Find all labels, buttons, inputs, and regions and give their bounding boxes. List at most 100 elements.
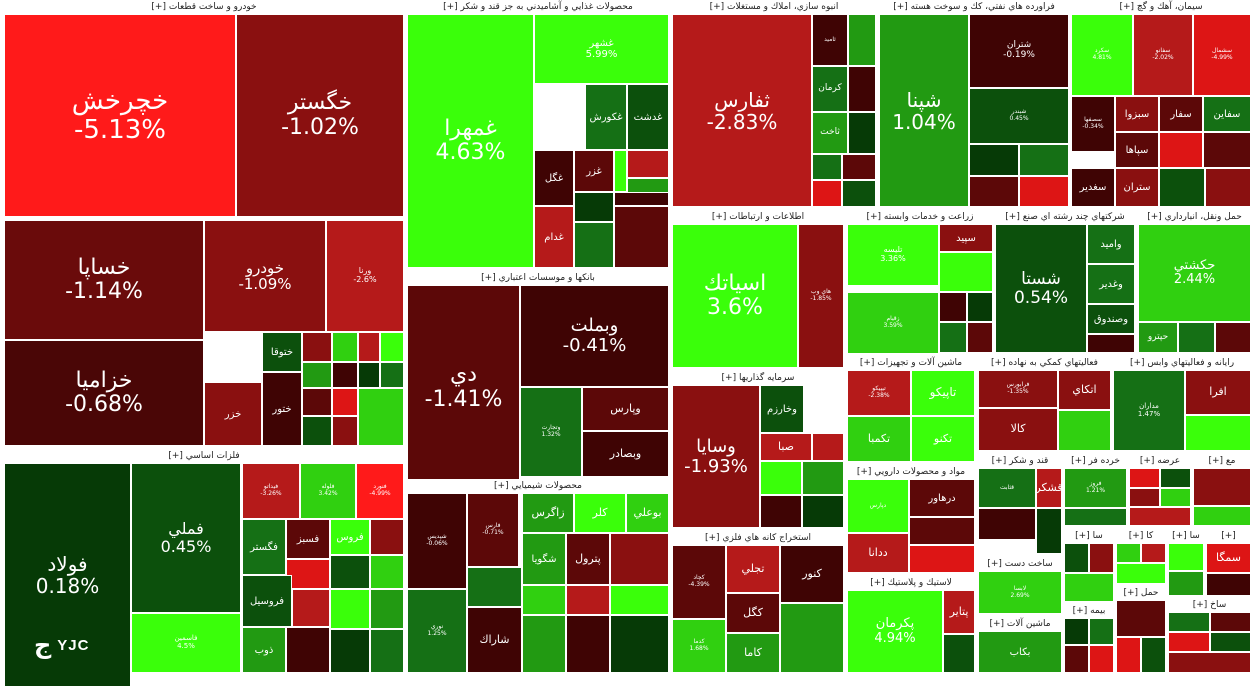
stock-tile[interactable] bbox=[1064, 645, 1089, 673]
stock-tile-food-0[interactable]: غمهرا 4.63% bbox=[407, 14, 534, 268]
stock-tile-multi-1[interactable]: واميد bbox=[1087, 224, 1135, 264]
sector-header-support[interactable]: فعاليتهاي كمكي به نهاده [+] bbox=[978, 356, 1111, 370]
stock-tile-chem-3[interactable]: كلر bbox=[574, 493, 626, 533]
stock-tile-chem-7[interactable]: نوري 1.25% bbox=[407, 589, 467, 673]
stock-tile-metals-0[interactable]: فولاد 0.18% bbox=[4, 463, 131, 687]
stock-tile-machinery-3[interactable]: تكمبا bbox=[847, 416, 911, 462]
stock-tile[interactable] bbox=[1036, 508, 1062, 554]
stock-tile[interactable] bbox=[1210, 632, 1251, 652]
stock-tile-bank-1[interactable]: وبملت -0.41% bbox=[520, 285, 669, 387]
stock-tile[interactable] bbox=[614, 206, 669, 268]
stock-tile[interactable] bbox=[1058, 410, 1111, 451]
stock-tile-agri-1[interactable]: سپيد bbox=[939, 224, 993, 252]
sector-header-mining[interactable]: استخراج كانه هاي فلزي [+] bbox=[672, 531, 844, 545]
stock-tile[interactable] bbox=[358, 362, 380, 388]
stock-tile-auto-3[interactable]: خودرو -1.09% bbox=[204, 220, 326, 332]
stock-tile[interactable] bbox=[522, 615, 566, 673]
stock-tile[interactable] bbox=[967, 292, 993, 322]
stock-tile-mining-4[interactable]: كاما bbox=[726, 633, 780, 673]
stock-tile[interactable] bbox=[1116, 600, 1166, 637]
sector-header-misc3[interactable]: ساخت دست [+] bbox=[978, 557, 1062, 571]
stock-tile[interactable] bbox=[370, 519, 404, 555]
stock-tile[interactable] bbox=[812, 433, 844, 461]
stock-tile[interactable] bbox=[1116, 543, 1141, 563]
sector-header-misc5[interactable]: سا [+] bbox=[1064, 529, 1114, 543]
stock-tile-auto-7[interactable]: ختور bbox=[262, 372, 302, 446]
stock-tile-metals-10[interactable]: ذوب bbox=[242, 627, 286, 673]
stock-tile-sugar-1[interactable]: قشكر bbox=[1036, 468, 1062, 508]
stock-tile[interactable] bbox=[1089, 645, 1114, 673]
sector-header-other[interactable]: ساخ [+] bbox=[1168, 598, 1251, 612]
stock-tile[interactable] bbox=[566, 615, 610, 673]
stock-tile-plastic-1[interactable]: پتاير bbox=[943, 590, 975, 634]
stock-tile[interactable] bbox=[1064, 618, 1089, 645]
stock-tile[interactable] bbox=[627, 150, 669, 178]
sector-header-agri[interactable]: زراعت و خدمات وابسته [+] bbox=[847, 210, 993, 224]
stock-tile[interactable] bbox=[302, 362, 332, 388]
stock-tile-mining-1[interactable]: تجلي bbox=[726, 545, 780, 593]
stock-tile-multi-2[interactable]: وغدير bbox=[1087, 264, 1135, 304]
stock-tile[interactable] bbox=[802, 495, 844, 528]
stock-tile[interactable] bbox=[760, 461, 802, 495]
sector-header-insurance[interactable]: بيمه [+] bbox=[1064, 604, 1114, 618]
stock-tile[interactable] bbox=[1185, 415, 1251, 451]
stock-tile[interactable] bbox=[302, 388, 332, 416]
stock-tile[interactable] bbox=[610, 585, 669, 615]
sector-header-bulk[interactable]: حمل [+] bbox=[1116, 586, 1166, 600]
stock-tile-agri-0[interactable]: تليسه 3.36% bbox=[847, 224, 939, 286]
stock-tile-misc4-0[interactable]: بكاب bbox=[978, 631, 1062, 673]
stock-tile[interactable] bbox=[1064, 508, 1127, 526]
stock-tile-machinery-2[interactable]: تكنو bbox=[911, 416, 975, 462]
stock-tile-cement-8[interactable]: سغدير bbox=[1071, 168, 1115, 207]
stock-tile[interactable] bbox=[332, 416, 358, 446]
stock-tile-food-6[interactable]: غدام bbox=[534, 206, 574, 268]
stock-tile[interactable] bbox=[1203, 132, 1251, 168]
stock-tile-food-2[interactable]: غكورش bbox=[585, 84, 627, 150]
stock-tile[interactable] bbox=[522, 585, 566, 615]
sector-header-misc2[interactable]: مع [+] bbox=[1193, 454, 1251, 468]
stock-tile-metals-1[interactable]: فملي 0.45% bbox=[131, 463, 241, 613]
stock-tile[interactable] bbox=[978, 508, 1036, 540]
stock-tile[interactable] bbox=[969, 176, 1019, 207]
stock-tile[interactable] bbox=[802, 461, 844, 495]
stock-tile[interactable] bbox=[1205, 168, 1251, 207]
stock-tile-food-4[interactable]: غگل bbox=[534, 150, 574, 206]
stock-tile[interactable] bbox=[848, 14, 876, 66]
stock-tile[interactable] bbox=[812, 154, 842, 180]
stock-tile-metals-7[interactable]: فسبز bbox=[286, 519, 330, 559]
stock-tile[interactable] bbox=[566, 585, 610, 615]
stock-tile[interactable] bbox=[1168, 652, 1251, 673]
stock-tile-auto-8[interactable]: خزر bbox=[204, 382, 262, 446]
stock-tile-misc3-0[interactable]: لابسا 2.69% bbox=[978, 571, 1062, 614]
stock-tile-multi-0[interactable]: شستا 0.54% bbox=[995, 224, 1087, 353]
stock-tile-metals-8[interactable]: فروس bbox=[330, 519, 370, 555]
stock-tile-mining-3[interactable]: كگل bbox=[726, 593, 780, 633]
stock-tile-pharma-0[interactable]: دپارس bbox=[847, 479, 909, 533]
stock-tile-metals-6[interactable]: فگستر bbox=[242, 519, 286, 575]
stock-tile-invest-0[interactable]: وسايا -1.93% bbox=[672, 385, 760, 528]
sector-header-it[interactable]: اطلاعات و ارتباطات [+] bbox=[672, 210, 844, 224]
stock-tile[interactable] bbox=[1193, 506, 1251, 526]
stock-tile[interactable] bbox=[610, 615, 669, 673]
stock-tile-build-3[interactable]: ثاخت bbox=[812, 112, 848, 154]
stock-tile[interactable] bbox=[909, 517, 975, 545]
stock-tile-auto-6[interactable]: ختوقا bbox=[262, 332, 302, 372]
stock-tile-food-1[interactable]: غشهر 5.99% bbox=[534, 14, 669, 84]
stock-tile[interactable] bbox=[1087, 334, 1135, 353]
stock-tile[interactable] bbox=[1168, 571, 1204, 596]
stock-tile-build-0[interactable]: ثفارس -2.83% bbox=[672, 14, 812, 207]
stock-tile[interactable] bbox=[286, 627, 330, 673]
stock-tile[interactable] bbox=[909, 545, 975, 573]
stock-tile-support-1[interactable]: كالا bbox=[978, 408, 1058, 451]
stock-tile[interactable] bbox=[1116, 563, 1166, 584]
stock-tile[interactable] bbox=[1160, 488, 1191, 507]
stock-tile-build-2[interactable]: كرمان bbox=[812, 66, 848, 112]
stock-tile-auto-2[interactable]: خساپا -1.14% bbox=[4, 220, 204, 340]
stock-tile[interactable] bbox=[1168, 632, 1210, 652]
stock-tile-computer-1[interactable]: افرا bbox=[1185, 370, 1251, 415]
stock-tile[interactable] bbox=[614, 150, 627, 192]
stock-tile[interactable] bbox=[967, 322, 993, 353]
stock-tile[interactable] bbox=[1064, 543, 1089, 573]
sector-header-misc6[interactable]: كا [+] bbox=[1116, 529, 1166, 543]
stock-tile-retail-0[interactable]: فروز 1.21% bbox=[1064, 468, 1127, 508]
